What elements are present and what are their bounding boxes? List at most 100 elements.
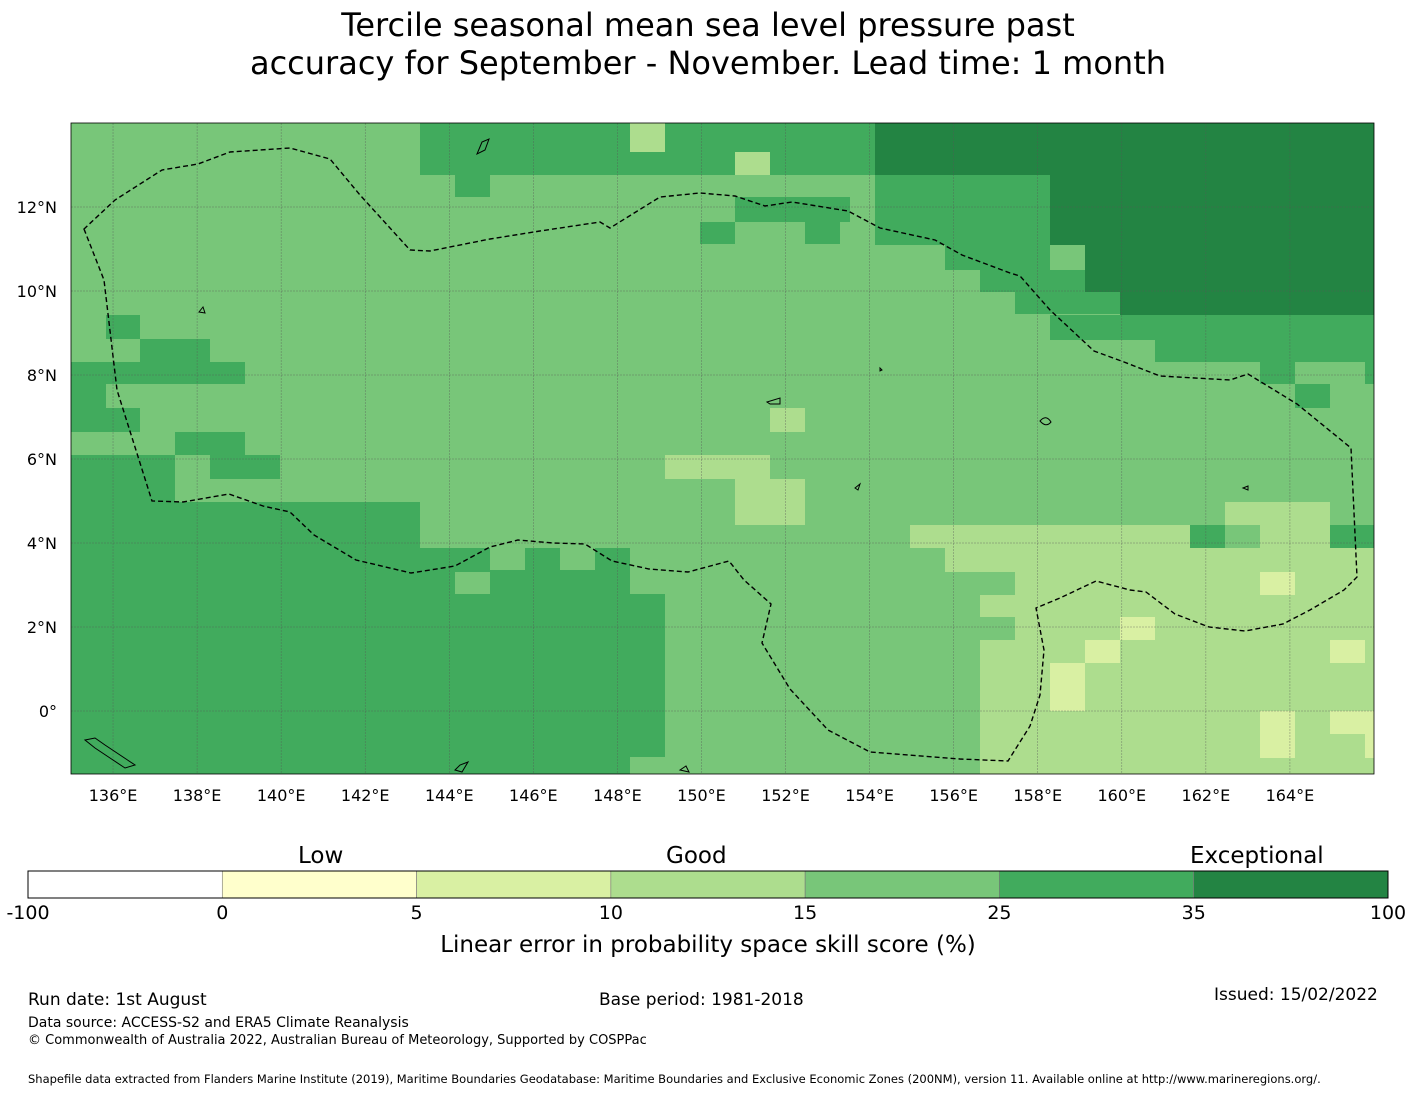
skill-cell (71, 362, 245, 384)
skill-cell (455, 548, 490, 572)
colorbar-label-exceptional: Exceptional (1190, 843, 1324, 869)
run-date: Run date: 1st August (28, 990, 207, 1010)
skill-cell (945, 245, 1050, 270)
longitude-tick-labels: 136°E 138°E 140°E 142°E 144°E 146°E 148°E 150°E… (89, 786, 1315, 805)
skill-cell (1260, 362, 1295, 384)
skill-map: 136°E 138°E 140°E 142°E 144°E 146°E 148°E 150°E… (17, 122, 1375, 805)
skill-cell (945, 548, 1374, 572)
skill-cell (106, 315, 140, 339)
skill-cell (875, 175, 1050, 245)
skill-cell (1085, 245, 1374, 292)
longitude-tick-label: 158°E (1013, 786, 1062, 805)
skill-cell (1120, 292, 1374, 315)
colorbar-segment (610, 870, 806, 899)
longitude-tick-label: 150°E (677, 786, 726, 805)
skill-cell (1260, 572, 1295, 595)
map-gridlines (71, 123, 1374, 774)
base-period: Base period: 1981-2018 (599, 990, 804, 1010)
skill-cell (1050, 315, 1374, 340)
skill-cell (1155, 340, 1374, 362)
map-frame (70, 122, 1375, 775)
colorbar-tick-label: 25 (987, 902, 1012, 924)
longitude-tick-label: 136°E (89, 786, 138, 805)
longitude-tick-label: 152°E (761, 786, 810, 805)
skill-cell (1225, 502, 1330, 525)
colorbar-tick-label: 10 (598, 902, 623, 924)
skill-cell (910, 525, 1190, 548)
skill-cell (770, 408, 805, 432)
skill-cell (875, 123, 1374, 175)
colorbar-segment (1193, 870, 1389, 899)
skill-cell (1365, 734, 1374, 758)
colorbar-tick-label: 5 (410, 902, 423, 924)
colorbar-tick-label: 0 (216, 902, 229, 924)
island-outlines (83, 138, 1249, 773)
skill-cell (630, 594, 665, 757)
skill-cell (1330, 711, 1374, 734)
skill-cell (490, 570, 560, 774)
longitude-tick-label: 142°E (341, 786, 390, 805)
skill-cell (1015, 572, 1374, 595)
skill-cell (140, 339, 210, 362)
skill-cell (1260, 525, 1330, 549)
skill-cell (560, 570, 630, 774)
latitude-tick-label: 0° (39, 702, 57, 721)
title-line-2: accuracy for September - November. Lead … (249, 44, 1167, 82)
longitude-tick-label: 140°E (257, 786, 306, 805)
colorbar-tick-label: 100 (1369, 902, 1407, 924)
issued-date: Issued: 15/02/2022 (1214, 985, 1378, 1005)
latitude-tick-label: 2°N (27, 618, 57, 637)
skill-cell (1050, 663, 1085, 711)
skill-cell (1295, 384, 1330, 408)
longitude-tick-label: 138°E (173, 786, 222, 805)
latitude-tick-label: 6°N (27, 450, 57, 469)
longitude-tick-label: 148°E (593, 786, 642, 805)
skill-cell (1260, 711, 1295, 758)
skill-cell (630, 123, 665, 152)
colorbar-segment (221, 870, 417, 899)
skill-cell (735, 152, 770, 175)
skill-cell (455, 175, 490, 197)
colorbar-segment (804, 870, 1000, 899)
title-line-1: Tercile seasonal mean sea level pressure… (341, 6, 1075, 44)
skill-cell (735, 479, 805, 525)
skill-cell (805, 222, 840, 244)
skill-cell (1085, 640, 1120, 663)
longitude-tick-label: 154°E (845, 786, 894, 805)
skill-cell (980, 595, 1374, 617)
colorbar-tick-label: 35 (1181, 902, 1206, 924)
skill-cell (735, 197, 850, 222)
colorbar-segment (27, 870, 223, 899)
skill-cell (1365, 362, 1374, 384)
skill-cell (210, 455, 280, 479)
longitude-tick-label: 160°E (1097, 786, 1146, 805)
colorbar-segment (999, 870, 1195, 899)
skill-cell (665, 455, 770, 479)
colorbar-label-good: Good (666, 843, 727, 869)
colorbar-segment (416, 870, 612, 899)
shapefile-note: Shapefile data extracted from Flanders M… (28, 1072, 1321, 1086)
colorbar (27, 870, 1389, 899)
skill-cell (1190, 525, 1225, 549)
skill-cell (1330, 525, 1374, 549)
longitude-tick-label: 146°E (509, 786, 558, 805)
skill-cell (1050, 175, 1374, 245)
chart-title: Tercile seasonal mean sea level pressure… (0, 6, 1416, 82)
longitude-tick-label: 156°E (929, 786, 978, 805)
skill-cell (595, 548, 630, 570)
colorbar-title: Linear error in probability space skill … (440, 932, 976, 958)
skill-cell (140, 408, 175, 432)
longitude-tick-label: 164°E (1266, 786, 1315, 805)
latitude-tick-label: 10°N (17, 282, 57, 301)
colorbar-tick-label: -100 (6, 902, 50, 924)
skill-cell (1120, 617, 1155, 640)
skill-grid-cells (71, 123, 1374, 774)
copyright: © Commonwealth of Australia 2022, Austra… (28, 1033, 647, 1048)
skill-cell (980, 640, 1374, 774)
skill-cell (71, 384, 106, 432)
skill-cell (420, 548, 455, 774)
skill-cell (1015, 617, 1374, 640)
skill-cell (1015, 292, 1120, 314)
colorbar-tick-label: 15 (793, 902, 818, 924)
data-source: Data source: ACCESS-S2 and ERA5 Climate … (28, 1015, 409, 1031)
